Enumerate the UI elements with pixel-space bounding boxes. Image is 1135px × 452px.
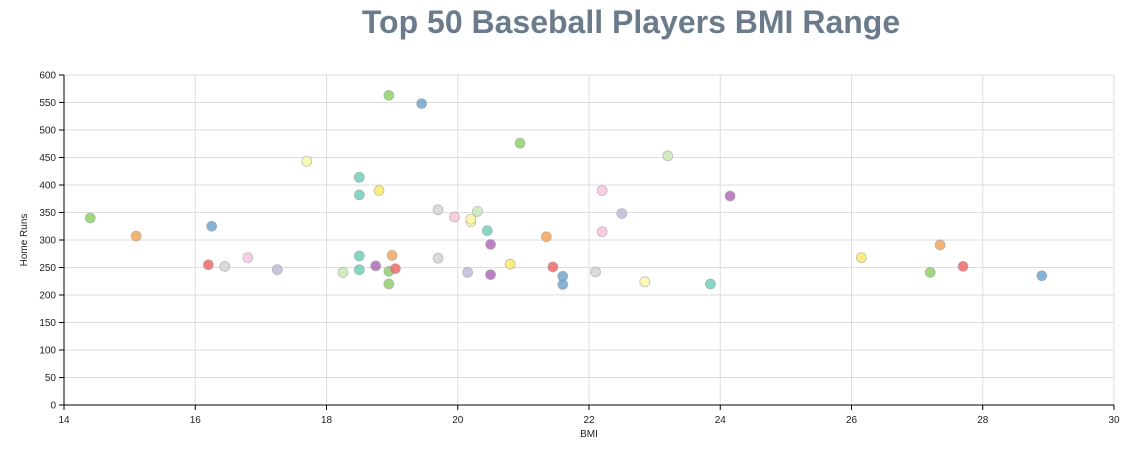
- x-tick-label: 16: [190, 415, 202, 426]
- data-point[interactable]: [514, 137, 526, 149]
- data-point[interactable]: [462, 267, 473, 278]
- y-tick-label: 550: [39, 98, 56, 109]
- data-point[interactable]: [383, 278, 395, 290]
- x-tick-label: 24: [715, 415, 727, 426]
- data-point[interactable]: [130, 230, 142, 242]
- grid-lines: [64, 74, 1115, 405]
- y-tick-label: 250: [39, 263, 56, 274]
- data-point[interactable]: [662, 150, 674, 162]
- data-point[interactable]: [465, 213, 477, 225]
- data-point[interactable]: [390, 263, 401, 275]
- data-point[interactable]: [416, 98, 428, 109]
- y-tick-label: 100: [39, 346, 56, 357]
- x-tick-label: 18: [321, 415, 333, 426]
- data-point[interactable]: [855, 252, 867, 264]
- data-point[interactable]: [449, 211, 460, 223]
- x-tick-label: 14: [58, 415, 70, 426]
- data-point[interactable]: [301, 155, 313, 167]
- x-tick-label: 28: [977, 415, 989, 426]
- y-tick-label: 400: [39, 181, 56, 192]
- data-point[interactable]: [353, 264, 365, 276]
- data-point[interactable]: [924, 267, 936, 278]
- data-point[interactable]: [202, 259, 214, 271]
- data-point[interactable]: [485, 269, 496, 281]
- data-point[interactable]: [432, 204, 444, 216]
- data-point[interactable]: [432, 252, 444, 264]
- y-tick-label: 150: [39, 318, 56, 329]
- axes: [59, 74, 1115, 410]
- y-tick-label: 350: [39, 208, 56, 219]
- data-point[interactable]: [370, 260, 382, 272]
- data-point[interactable]: [957, 260, 969, 272]
- y-tick-label: 200: [39, 291, 56, 302]
- y-tick-label: 450: [39, 153, 56, 164]
- data-point[interactable]: [337, 267, 349, 278]
- y-axis-label: Home Runs: [19, 214, 30, 267]
- data-point[interactable]: [219, 260, 231, 272]
- data-point[interactable]: [540, 231, 552, 243]
- x-tick-label: 20: [452, 415, 464, 426]
- data-point[interactable]: [934, 239, 946, 251]
- chart-title: Top 50 Baseball Players BMI Range: [361, 4, 901, 40]
- x-tick-label: 22: [583, 415, 595, 426]
- data-point[interactable]: [353, 171, 365, 183]
- tick-labels: 0 50 100 150 200 250 300 350 400 450 500 550 600 14 16…: [39, 71, 1120, 427]
- data-point[interactable]: [705, 278, 716, 290]
- data-point[interactable]: [373, 185, 385, 196]
- data-point[interactable]: [353, 189, 365, 201]
- data-point[interactable]: [386, 249, 398, 261]
- data-point[interactable]: [547, 261, 559, 273]
- data-point[interactable]: [639, 276, 651, 288]
- x-tick-label: 26: [846, 415, 858, 426]
- x-tick-label: 30: [1108, 415, 1120, 426]
- data-point[interactable]: [353, 250, 365, 262]
- y-tick-label: 500: [39, 126, 56, 137]
- data-point[interactable]: [271, 264, 283, 276]
- data-point[interactable]: [383, 89, 395, 101]
- data-point[interactable]: [206, 220, 218, 232]
- y-tick-label: 600: [39, 71, 56, 82]
- data-point[interactable]: [596, 185, 608, 196]
- y-tick-label: 50: [45, 373, 57, 384]
- data-point[interactable]: [472, 205, 483, 217]
- data-point[interactable]: [590, 266, 601, 278]
- x-axis-label: BMI: [580, 429, 598, 440]
- data-point[interactable]: [84, 212, 96, 224]
- data-points: [84, 89, 1048, 290]
- data-point[interactable]: [242, 252, 254, 264]
- data-point[interactable]: [596, 226, 608, 238]
- data-point[interactable]: [504, 258, 516, 270]
- data-point[interactable]: [1036, 270, 1048, 282]
- data-point[interactable]: [724, 190, 736, 202]
- y-tick-label: 0: [50, 401, 56, 412]
- data-point[interactable]: [481, 225, 493, 237]
- data-point[interactable]: [485, 238, 496, 250]
- data-point[interactable]: [616, 208, 628, 220]
- y-tick-label: 300: [39, 236, 56, 247]
- data-point[interactable]: [557, 279, 569, 290]
